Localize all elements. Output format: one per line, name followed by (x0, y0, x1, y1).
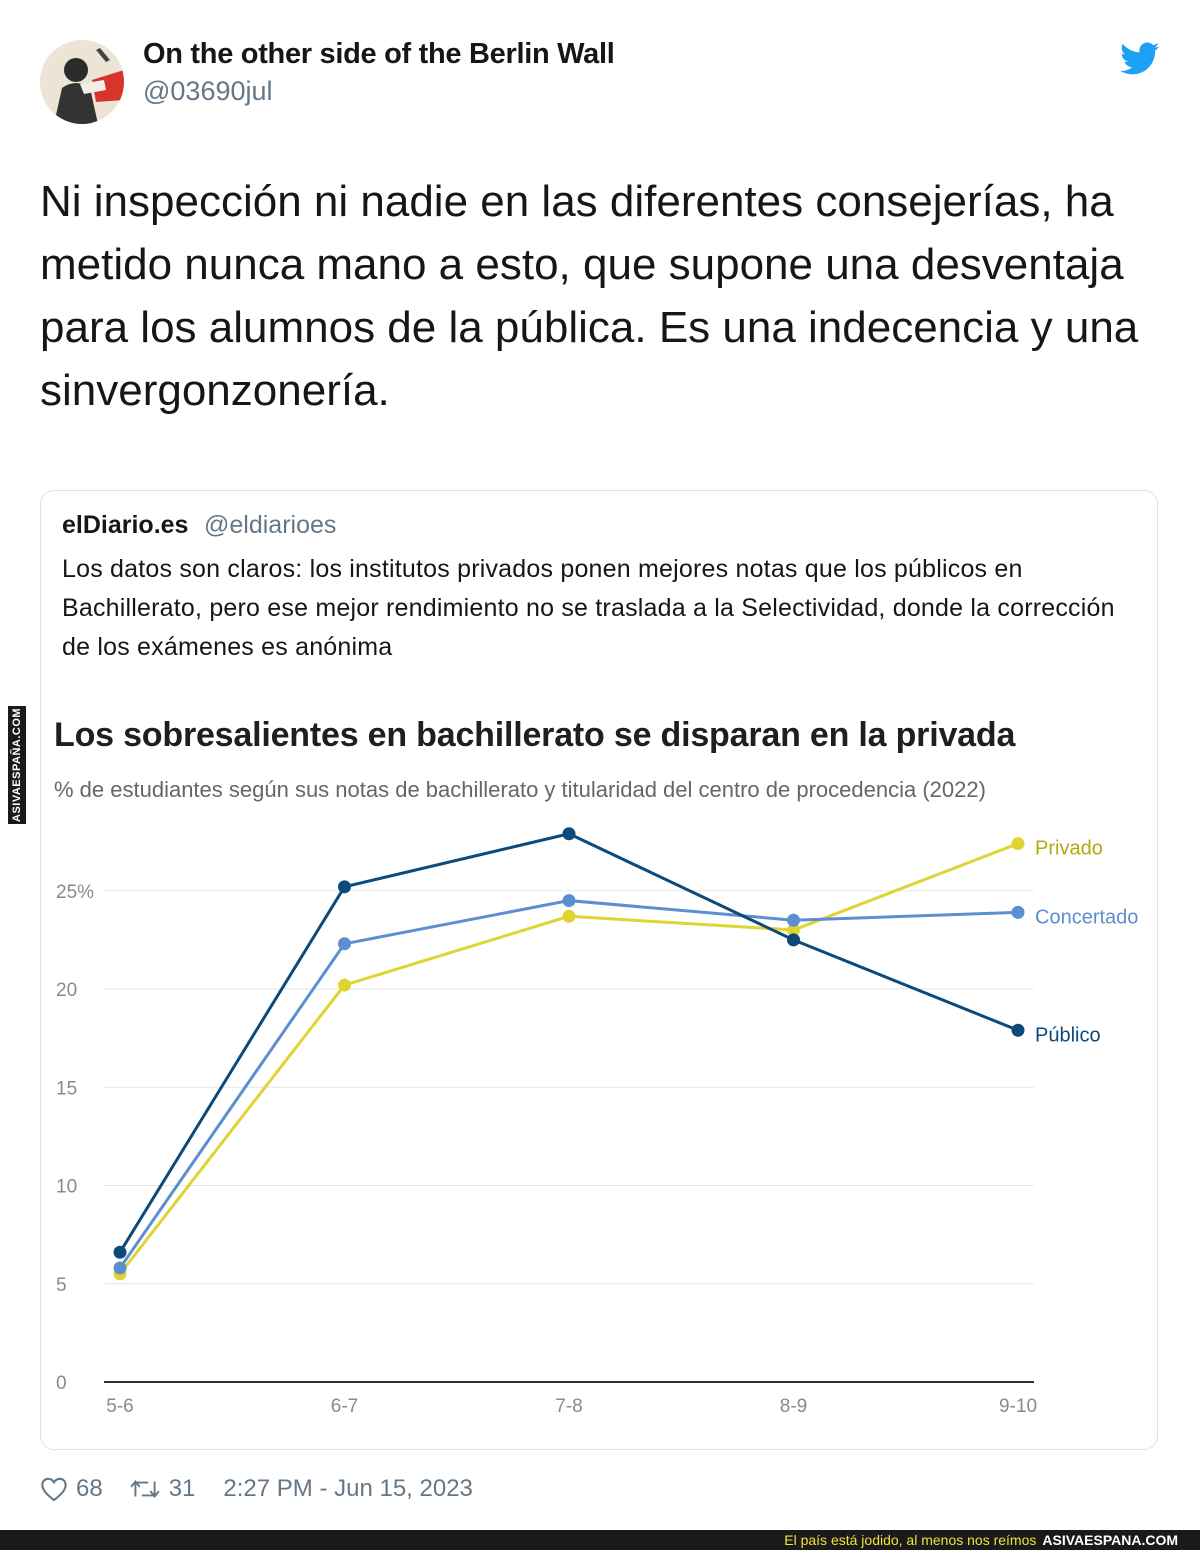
tweet-text: Ni inspección ni nadie en las diferentes… (40, 177, 1139, 415)
heart-icon (41, 1477, 67, 1502)
twitter-bird-icon[interactable] (1120, 42, 1160, 76)
quoted-author-name[interactable]: elDiario.es (62, 511, 189, 539)
quoted-author-handle[interactable]: @eldiarioes (204, 511, 337, 539)
chart-title: Los sobresalientes en bachillerato se di… (54, 716, 1016, 754)
like-button[interactable]: 68 (40, 1475, 103, 1503)
chart-subtitle: % de estudiantes según sus notas de bach… (54, 777, 986, 802)
retweet-button[interactable]: 31 (129, 1475, 196, 1503)
author-name[interactable]: On the other side of the Berlin Wall (143, 38, 615, 70)
watermark-site: ASIVAESPANA.COM (1042, 1532, 1178, 1548)
tweet-timestamp[interactable]: 2:27 PM - Jun 15, 2023 (223, 1475, 473, 1502)
quoted-tweet-card[interactable] (40, 490, 1158, 1450)
retweet-count: 31 (168, 1475, 196, 1502)
avatar[interactable] (40, 40, 124, 124)
quoted-tweet-text: Los datos son claros: los institutos pri… (62, 555, 1115, 661)
bottom-watermark-bar: El país está jodido, al menos nos reímos… (0, 1530, 1200, 1550)
author-handle[interactable]: @03690jul (143, 76, 273, 106)
tweet-footer: 68 31 2:27 PM - Jun 15, 2023 (40, 1472, 473, 1506)
retweet-icon (130, 1479, 160, 1499)
watermark-tagline: El país está jodido, al menos nos reímos (784, 1532, 1037, 1548)
avatar-image (40, 40, 124, 124)
side-watermark: ASIVAESPAÑA.COM (8, 706, 26, 824)
like-count: 68 (76, 1475, 103, 1502)
